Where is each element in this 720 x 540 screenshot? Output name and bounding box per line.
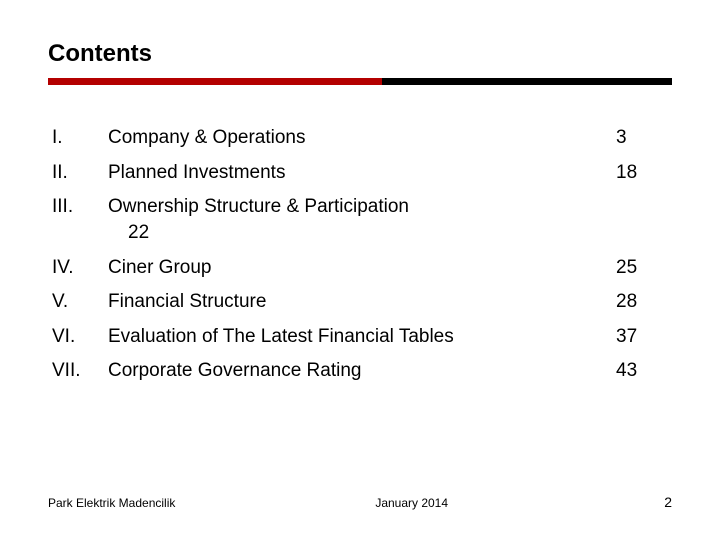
- toc-label: Evaluation of The Latest Financial Table…: [108, 324, 616, 350]
- slide: Contents I. Company & Operations 3 II. P…: [0, 0, 720, 540]
- toc-page: [616, 194, 664, 245]
- toc-numeral: VI.: [52, 324, 108, 350]
- toc-page: 3: [616, 125, 664, 151]
- toc-label: Planned Investments: [108, 160, 616, 186]
- footer: Park Elektrik Madencilik January 2014 2: [48, 494, 672, 510]
- toc-label: Ciner Group: [108, 255, 616, 281]
- toc-numeral: II.: [52, 160, 108, 186]
- toc-label: Ownership Structure & Participation 22: [108, 194, 616, 245]
- toc-page: 18: [616, 160, 664, 186]
- toc-numeral: I.: [52, 125, 108, 151]
- toc-page: 43: [616, 358, 664, 384]
- toc-numeral: III.: [52, 194, 108, 245]
- toc-numeral: VII.: [52, 358, 108, 384]
- toc-list: I. Company & Operations 3 II. Planned In…: [48, 125, 672, 384]
- toc-label: Corporate Governance Rating: [108, 358, 616, 384]
- toc-page-indented: 22: [108, 220, 616, 246]
- toc-page: 28: [616, 289, 664, 315]
- page-title: Contents: [48, 40, 672, 68]
- title-rule: [48, 78, 672, 85]
- toc-numeral: V.: [52, 289, 108, 315]
- toc-label-text: Ownership Structure & Participation: [108, 196, 409, 217]
- toc-page: 25: [616, 255, 664, 281]
- footer-company: Park Elektrik Madencilik: [48, 496, 175, 510]
- footer-page-number: 2: [648, 494, 672, 510]
- toc-numeral: IV.: [52, 255, 108, 281]
- rule-red: [48, 78, 382, 85]
- toc-label: Company & Operations: [108, 125, 616, 151]
- footer-date: January 2014: [175, 496, 648, 510]
- toc-page: 37: [616, 324, 664, 350]
- rule-black: [382, 78, 672, 85]
- toc-label: Financial Structure: [108, 289, 616, 315]
